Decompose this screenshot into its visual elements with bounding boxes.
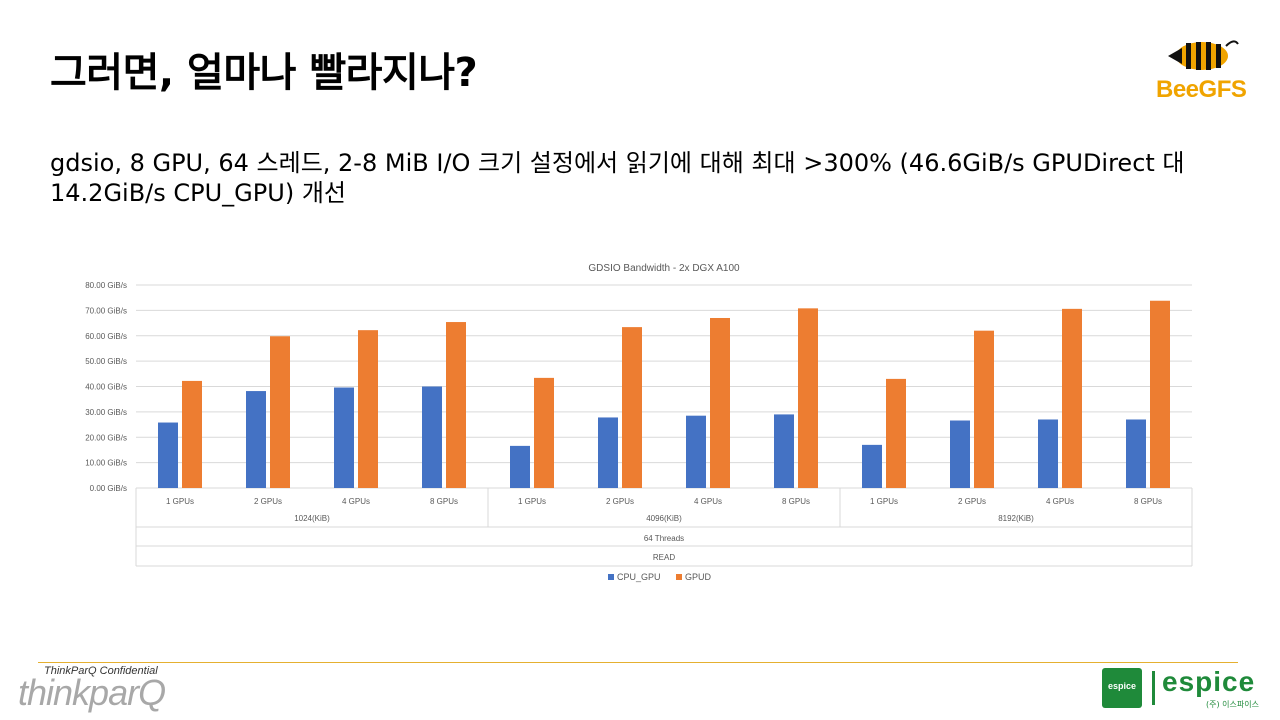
espice-logo-box: espice [1102, 668, 1142, 708]
y-tick-label: 60.00 GiB/s [85, 332, 127, 341]
bar-gpud [710, 317, 730, 488]
group-level3-label: READ [653, 553, 675, 562]
legend-swatch [676, 574, 682, 580]
bar-cpu-gpu [950, 420, 970, 488]
bar-cpu-gpu [246, 391, 266, 488]
x-tick-label: 8 GPUs [430, 497, 458, 506]
bar-gpud [182, 380, 202, 488]
y-tick-label: 70.00 GiB/s [85, 306, 127, 315]
espice-divider [1152, 671, 1155, 705]
bar-cpu-gpu [1038, 419, 1058, 488]
slide-title: 그러면, 얼마나 빨라지나? [50, 50, 478, 96]
bar-cpu-gpu [334, 387, 354, 488]
beegfs-logo-text: BeeGFS [1156, 76, 1247, 103]
confidential-label: ThinkParQ Confidential [44, 665, 158, 677]
group-label: 8192(KiB) [998, 514, 1034, 523]
x-tick-label: 2 GPUs [958, 497, 986, 506]
x-tick-label: 2 GPUs [254, 497, 282, 506]
thinkparq-logo: thinkparQ [18, 672, 166, 713]
bar-gpud [358, 330, 378, 488]
x-tick-label: 4 GPUs [694, 497, 722, 506]
bar-gpud [1150, 300, 1170, 488]
chart-title: GDSIO Bandwidth - 2x DGX A100 [588, 263, 740, 274]
legend-label: CPU_GPU [617, 572, 661, 582]
x-tick-label: 8 GPUs [1134, 497, 1162, 506]
beegfs-logo: BeeGFS [1150, 34, 1262, 106]
espice-box-label: espice [1107, 681, 1137, 691]
x-tick-label: 4 GPUs [342, 497, 370, 506]
x-tick-label: 1 GPUs [518, 497, 546, 506]
y-tick-label: 10.00 GiB/s [85, 459, 127, 468]
y-tick-label: 40.00 GiB/s [85, 383, 127, 392]
bee-icon [1168, 40, 1239, 70]
bar-gpud [534, 377, 554, 488]
x-tick-label: 1 GPUs [166, 497, 194, 506]
bar-cpu-gpu [158, 422, 178, 488]
x-tick-label: 8 GPUs [782, 497, 810, 506]
x-tick-label: 2 GPUs [606, 497, 634, 506]
group-label: 1024(KiB) [294, 514, 330, 523]
bar-gpud [622, 327, 642, 488]
y-tick-label: 80.00 GiB/s [85, 281, 127, 290]
group-level2-label: 64 Threads [644, 534, 684, 543]
bar-gpud [446, 322, 466, 488]
y-tick-label: 30.00 GiB/s [85, 408, 127, 417]
bar-cpu-gpu [686, 415, 706, 488]
espice-logo-text: espice [1162, 666, 1256, 697]
y-tick-label: 50.00 GiB/s [85, 357, 127, 366]
bar-cpu-gpu [598, 417, 618, 488]
bar-gpud [886, 378, 906, 488]
footer-divider [38, 662, 1238, 663]
y-tick-label: 0.00 GiB/s [90, 484, 127, 493]
legend-label: GPUD [685, 572, 712, 582]
bandwidth-chart: GDSIO Bandwidth - 2x DGX A100 0.00 GiB/s 1… [85, 263, 1193, 582]
x-tick-label: 1 GPUs [870, 497, 898, 506]
bar-gpud [1062, 308, 1082, 488]
group-label: 4096(KiB) [646, 514, 682, 523]
slide-subtitle: gdsio, 8 GPU, 64 스레드, 2-8 MiB I/O 크기 설정에… [50, 149, 1185, 207]
bar-gpud [974, 330, 994, 488]
bar-cpu-gpu [510, 445, 530, 488]
espice-logo-subtext: (주) 이스파이스 [1206, 700, 1259, 709]
bar-cpu-gpu [422, 386, 442, 488]
legend-swatch [608, 574, 614, 580]
bar-cpu-gpu [862, 444, 882, 488]
bar-cpu-gpu [774, 414, 794, 488]
y-tick-label: 20.00 GiB/s [85, 433, 127, 442]
bar-gpud [270, 336, 290, 488]
bar-cpu-gpu [1126, 419, 1146, 488]
bar-gpud [798, 308, 818, 488]
x-tick-label: 4 GPUs [1046, 497, 1074, 506]
